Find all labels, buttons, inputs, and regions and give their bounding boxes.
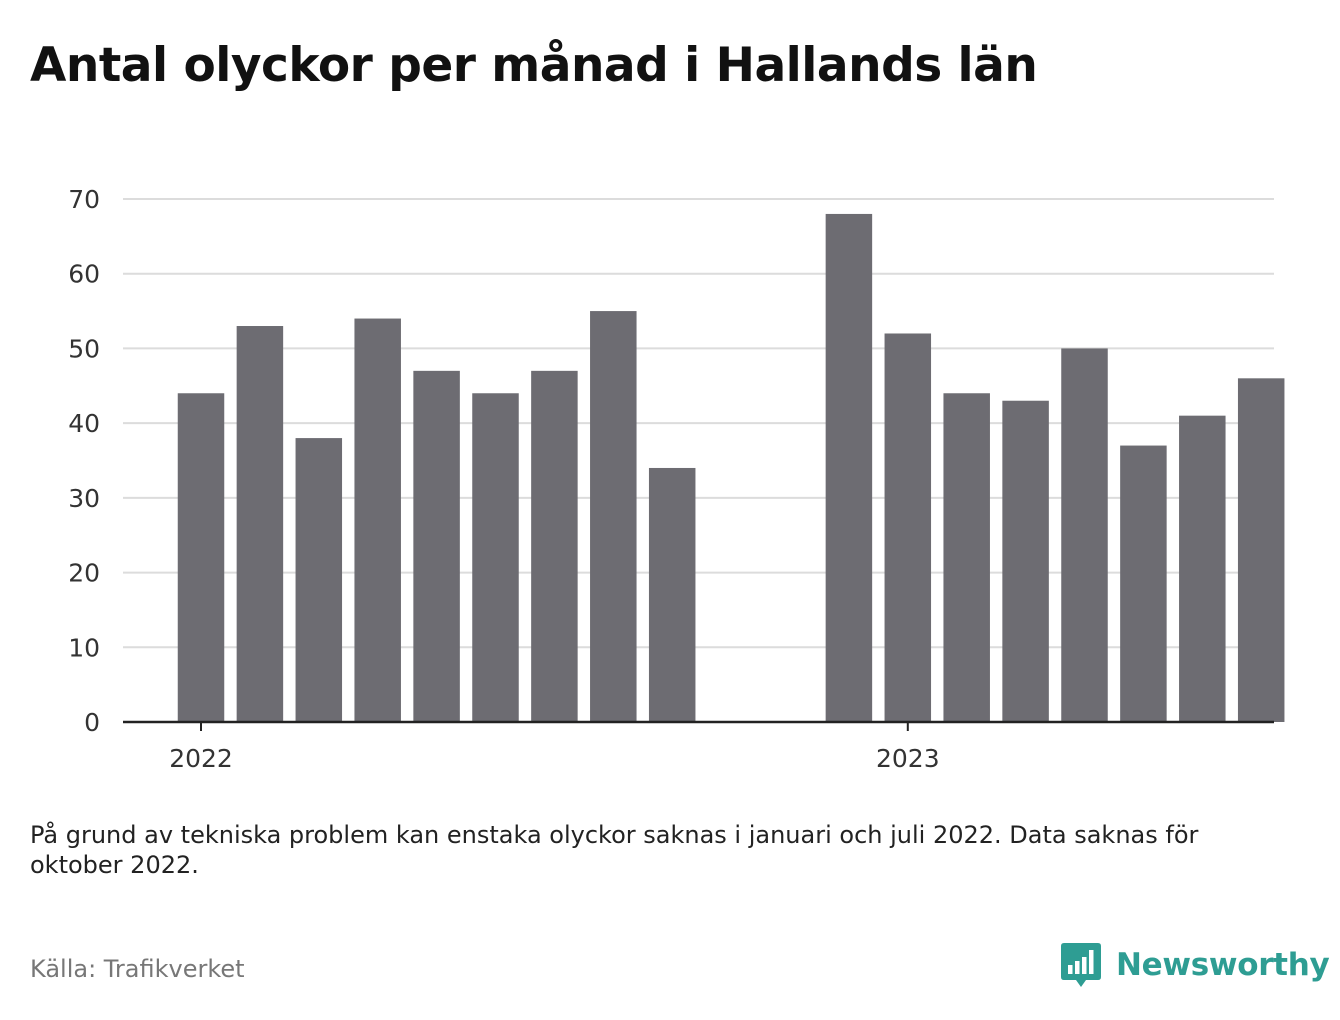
bar <box>884 333 932 722</box>
y-tick-label: 0 <box>84 708 100 737</box>
bar <box>648 467 696 722</box>
bar <box>531 370 578 722</box>
bar <box>1179 415 1226 722</box>
brand-name: Newsworthy <box>1116 947 1330 983</box>
bar <box>177 393 225 722</box>
bar <box>825 213 873 722</box>
bar <box>1061 348 1108 722</box>
y-tick-label: 60 <box>68 260 100 289</box>
bar <box>472 393 519 722</box>
bar <box>943 393 990 722</box>
y-tick-label: 30 <box>68 484 100 513</box>
bar <box>590 311 637 722</box>
bar <box>295 438 343 722</box>
newsworthy-logo[interactable]: Newsworthy <box>1060 940 1330 990</box>
bar <box>1237 378 1285 722</box>
y-tick-label: 10 <box>68 633 100 662</box>
bar <box>354 318 401 722</box>
source-label: Källa: Trafikverket <box>30 955 245 983</box>
y-tick-label: 50 <box>68 334 100 363</box>
x-tick-label: 2022 <box>169 744 233 770</box>
x-tick-label: 2023 <box>876 744 940 770</box>
bar <box>1120 445 1167 722</box>
bar <box>1002 400 1049 722</box>
y-tick-label: 70 <box>68 185 100 214</box>
y-tick-label: 40 <box>68 409 100 438</box>
bar-chart: 0 10 20 30 40 50 60 70 2022 2023 <box>68 185 1285 770</box>
chart-note: På grund av tekniska problem kan enstaka… <box>30 821 1199 879</box>
chart-title: Antal olyckor per månad i Hallands län <box>30 38 1038 93</box>
bar <box>236 326 284 722</box>
y-tick-label: 20 <box>68 559 100 588</box>
newsworthy-icon <box>1061 943 1101 987</box>
bar <box>413 370 460 722</box>
